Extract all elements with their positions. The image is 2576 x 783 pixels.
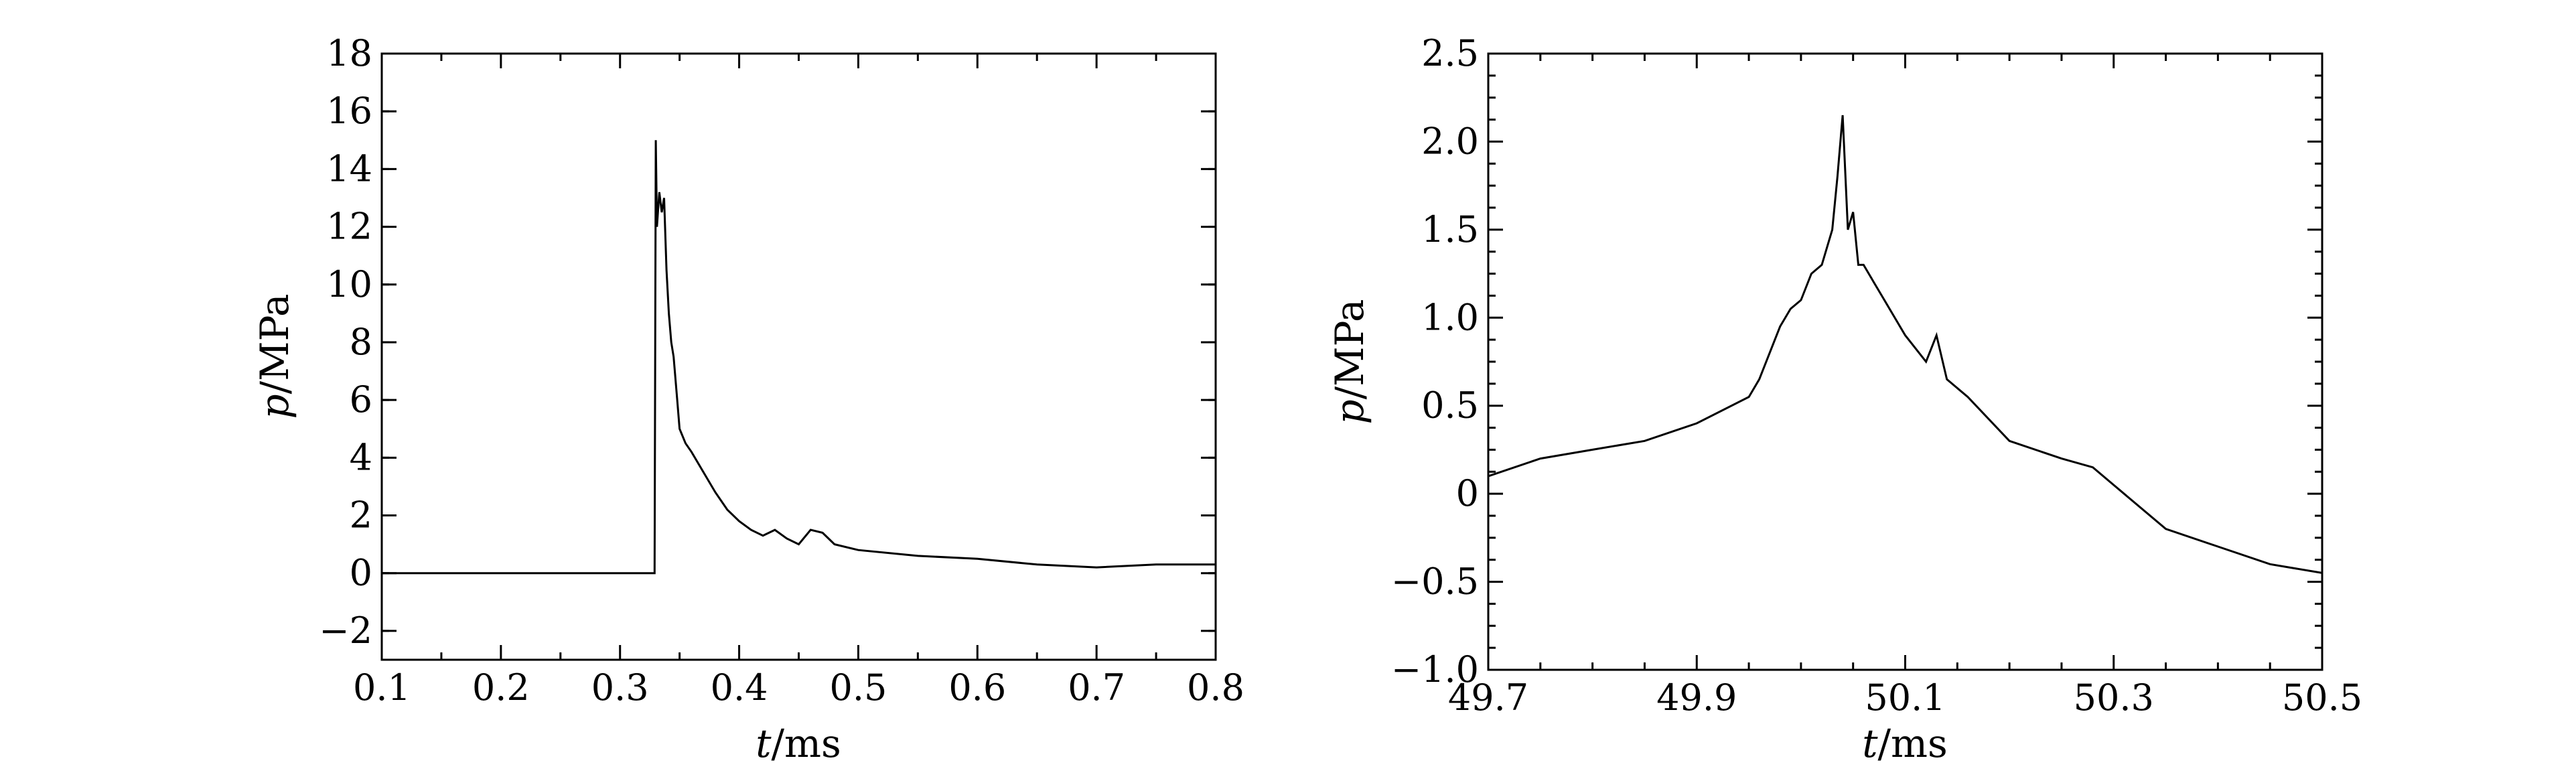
y-tick-label: 12 <box>326 206 372 248</box>
x-axis-label: t/ms <box>756 721 841 766</box>
plot-frame <box>380 52 1217 661</box>
y-tick-label: 16 <box>326 90 372 132</box>
x-tick-label: 0.6 <box>948 666 1006 709</box>
series-line <box>1488 115 2323 574</box>
tick-marks <box>380 52 1217 660</box>
x-tick-label: 0.7 <box>1068 666 1125 709</box>
y-tick-label: 10 <box>326 263 372 305</box>
y-tick-label: 4 <box>350 436 372 478</box>
y-tick-label: 6 <box>350 378 372 421</box>
y-axis-label: p/MPa <box>1327 299 1372 424</box>
x-tick-label: 0.4 <box>711 666 768 709</box>
y-tick-label: 2.0 <box>1421 120 1479 162</box>
y-tick-label: 18 <box>326 32 372 74</box>
series-line <box>382 140 1216 575</box>
x-tick-label: 0.8 <box>1187 666 1244 709</box>
y-tick-labels: −2 0 2 4 6 8 10 12 14 16 18 <box>319 32 372 652</box>
y-tick-label: 0 <box>1456 472 1479 514</box>
y-tick-label: −0.5 <box>1391 561 1479 603</box>
y-tick-label: 2 <box>350 494 372 537</box>
y-tick-label: 1.0 <box>1421 296 1479 338</box>
x-tick-label: 50.3 <box>2074 677 2154 719</box>
y-tick-label: 0.5 <box>1421 384 1479 427</box>
x-tick-labels: 0.1 0.2 0.3 0.4 0.5 0.6 0.7 0.8 <box>353 666 1244 709</box>
y-tick-label: −2 <box>319 610 372 652</box>
x-tick-label: 49.7 <box>1448 677 1528 719</box>
x-tick-label: 50.5 <box>2282 677 2362 719</box>
chart-right: −1.0 −0.5 0 0.5 1.0 1.5 2.0 2.5 49.7 49.9 50.1 50.… <box>1327 32 2362 766</box>
tick-marks <box>1487 52 2323 671</box>
x-tick-label: 50.1 <box>1865 677 1945 719</box>
x-tick-label: 0.1 <box>353 666 411 709</box>
x-axis-label: t/ms <box>1862 721 1948 766</box>
y-tick-label: 0 <box>350 552 372 594</box>
y-tick-label: 1.5 <box>1421 208 1479 251</box>
y-tick-label: 8 <box>350 321 372 363</box>
y-tick-labels: −1.0 −0.5 0 0.5 1.0 1.5 2.0 2.5 <box>1391 32 1479 691</box>
x-tick-label: 49.9 <box>1656 677 1737 719</box>
x-tick-labels: 49.7 49.9 50.1 50.3 50.5 <box>1448 677 2362 719</box>
x-tick-label: 0.2 <box>472 666 530 709</box>
y-tick-label: 2.5 <box>1421 32 1479 74</box>
y-tick-label: −1.0 <box>1391 648 1479 691</box>
x-tick-label: 0.5 <box>829 666 887 709</box>
y-axis-label: p/MPa <box>252 293 297 419</box>
x-tick-label: 0.3 <box>591 666 649 709</box>
plot-frame <box>1487 52 2323 671</box>
y-tick-label: 14 <box>326 147 372 190</box>
